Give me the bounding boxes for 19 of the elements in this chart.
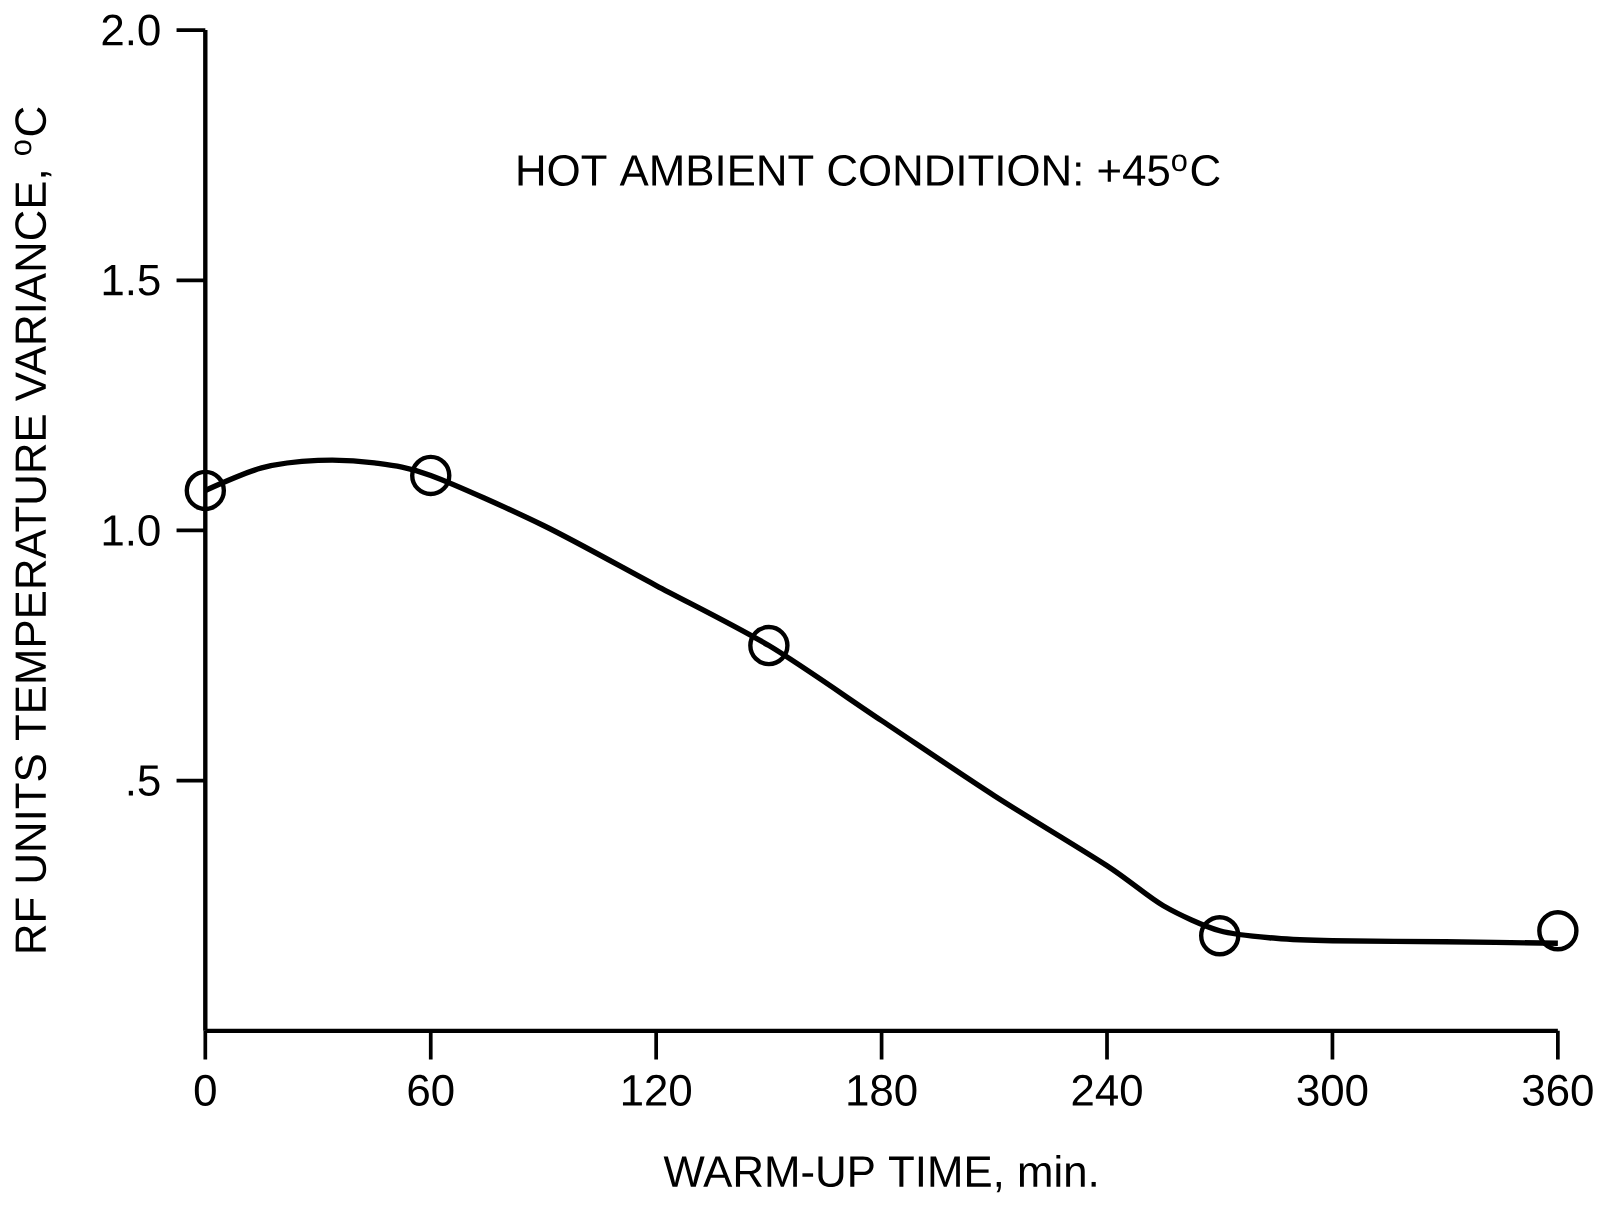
point (748, 624, 790, 667)
x-tick-label: 180 (848, 1074, 917, 1106)
x-tick-label: 60 (408, 1074, 454, 1106)
y-axis-title: RF UNITS TEMPERATURE VARIANCE, $^{o}$C (14, 107, 52, 952)
y-tick-label: 2.0 (102, 14, 160, 46)
y-tick-label: .5 (128, 765, 160, 796)
x-tick-label: 300 (1297, 1074, 1368, 1106)
point (184, 469, 227, 512)
x-axis-title: WARM-UP TIME, min. (663, 1154, 1096, 1193)
x-tick-label: 0 (194, 1074, 216, 1106)
x-tick-label: 120 (622, 1074, 691, 1106)
point (410, 454, 452, 497)
y-tick-label: 1.0 (103, 515, 160, 547)
y-tick-label: 1.5 (103, 265, 160, 296)
point (1537, 910, 1579, 952)
point (1199, 915, 1241, 957)
x-tick-label: 360 (1523, 1074, 1593, 1106)
annotation: HOT AMBIENT CONDITION: +45$^{o}$C (518, 154, 1220, 187)
x-tick-label: 240 (1072, 1074, 1142, 1106)
